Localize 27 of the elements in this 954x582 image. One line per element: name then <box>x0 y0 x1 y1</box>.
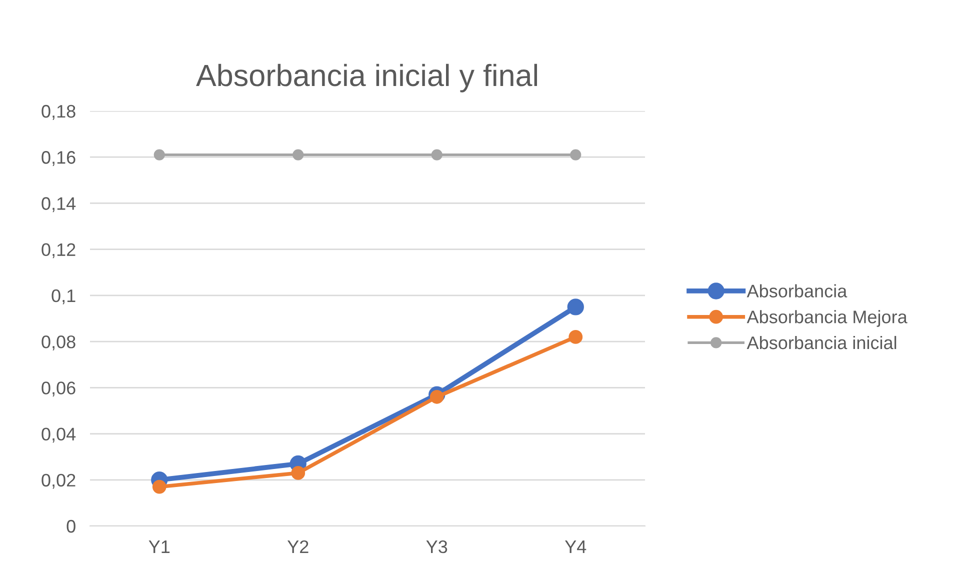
y-tick-label: 0,16 <box>42 151 76 166</box>
legend-label: Absorbancia <box>746 284 848 298</box>
y-tick-label: 0,18 <box>42 104 76 120</box>
point <box>430 390 444 404</box>
point <box>570 149 582 160</box>
y-tick-label: 0,1 <box>52 289 76 304</box>
y-tick-label: 0,08 <box>42 335 76 350</box>
x-tick-label: Y2 <box>287 540 308 553</box>
legend-label: Absorbancia Mejora <box>746 310 908 327</box>
point <box>292 149 304 160</box>
x-tick-label: Y3 <box>426 540 448 554</box>
point <box>291 466 306 480</box>
y-tick-label: 0,02 <box>42 474 76 489</box>
point <box>567 298 584 316</box>
legend-label: Absorbancia inicial <box>746 336 896 350</box>
y-tick-label: 0,06 <box>42 382 76 397</box>
y-tick-label: 0,04 <box>42 428 76 443</box>
y-tick-label: 0,14 <box>42 197 76 212</box>
point <box>152 480 166 494</box>
point <box>154 149 165 160</box>
x-tick-label: Y4 <box>564 540 586 553</box>
y-tick-label: 0,12 <box>42 243 76 258</box>
point <box>431 149 442 160</box>
chart-title: Absorbancia inicial y final <box>196 64 538 92</box>
y-tick-label: 0 <box>66 520 76 533</box>
x-tick-label: Y1 <box>148 540 170 553</box>
point <box>568 330 583 344</box>
